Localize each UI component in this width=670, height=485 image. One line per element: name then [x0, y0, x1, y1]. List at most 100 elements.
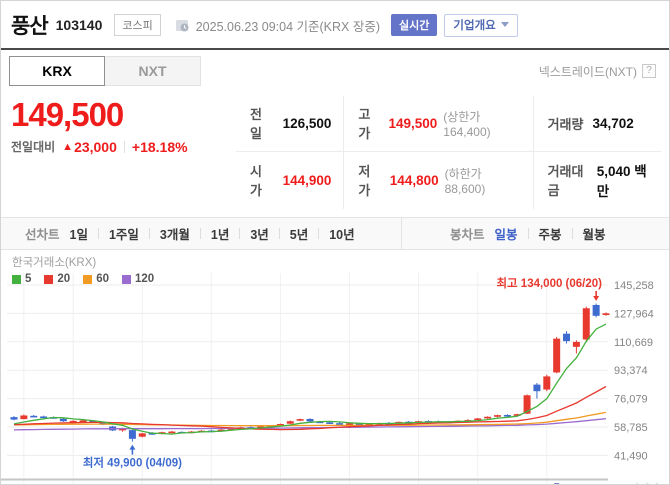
candle: [296, 419, 304, 421]
low-arrowhead-icon: [129, 444, 136, 450]
y-axis-label: 58,785: [614, 422, 648, 434]
candle: [493, 415, 501, 417]
trade-value: 5,040 백만: [596, 164, 647, 199]
low-value: 144,800: [389, 172, 439, 188]
change-value: ▲ 23,000: [62, 139, 117, 155]
candle: [59, 418, 67, 422]
prev-close-value: 126,500: [282, 115, 332, 131]
chevron-down-icon: [500, 22, 509, 27]
divider: [239, 228, 241, 239]
company-overview-button[interactable]: 기업개요: [444, 13, 518, 37]
period-1y[interactable]: 1년: [210, 228, 230, 242]
tab-nxt[interactable]: NXT: [105, 56, 201, 86]
y-axis-label: 76,079: [614, 394, 648, 406]
candle: [365, 423, 373, 426]
ma120-line: [13, 418, 607, 431]
candle: [306, 418, 314, 422]
period-5y[interactable]: 5년: [289, 228, 309, 242]
divider: [527, 228, 529, 239]
candle: [336, 423, 344, 425]
help-icon[interactable]: ?: [642, 64, 656, 78]
candle: [286, 421, 294, 424]
high-value: 149,500: [388, 115, 438, 131]
period-3m[interactable]: 3개월: [159, 228, 190, 242]
low-label: 저가: [358, 164, 371, 198]
clock-icon: [175, 18, 189, 32]
trade-value-cell: 거래대금 5,040 백만: [532, 151, 661, 209]
change-percent: +18.18%: [131, 138, 188, 155]
prev-close-cell: 전일 126,500: [236, 96, 343, 151]
period-10y[interactable]: 10년: [329, 228, 355, 242]
change-amount: 23,000: [74, 138, 117, 155]
candle: [523, 395, 531, 414]
company-overview-label: 기업개요: [453, 19, 496, 32]
ma5-label: 5: [25, 273, 32, 285]
candle: [592, 304, 600, 316]
prev-close-label: 전일: [250, 107, 262, 141]
candle: [128, 430, 136, 439]
low-annotation: 최저 49,900 (04/09): [83, 456, 182, 470]
candle: [474, 418, 482, 421]
candle: [355, 423, 363, 426]
candle: [148, 433, 156, 435]
period-1d[interactable]: 1일: [69, 228, 88, 242]
ma20-line: [13, 385, 607, 431]
ma120-swatch-icon: [122, 274, 131, 284]
ma20-legend-item: 20: [44, 273, 70, 285]
candle-weekly[interactable]: 주봉: [538, 228, 562, 242]
candle: [572, 341, 580, 347]
current-price: 149,500: [11, 96, 124, 133]
nxt-info: 넥스트레이드(NXT) ?: [539, 63, 659, 80]
quote-timestamp: 2025.06.23 09:04 기준(KRX 장중): [195, 19, 381, 34]
high-label: 고가: [358, 107, 371, 141]
price-chart-svg: 03/2504/0104/1004/2104/3005/1405/2306/02…: [1, 273, 659, 484]
lower-limit: (하한가 88,600): [444, 166, 486, 196]
divider: [97, 228, 99, 239]
candle: [326, 422, 334, 424]
candle-monthly[interactable]: 월봉: [582, 228, 606, 242]
y-axis-label: 41,490: [614, 450, 648, 462]
y-axis-label: 127,964: [614, 308, 654, 320]
candle: [602, 313, 610, 315]
candle-chart-group: 봉차트 일봉 주봉 월봉: [401, 218, 624, 249]
ma-legend: 5 20 60 120: [12, 273, 154, 285]
up-triangle-icon: ▲: [62, 140, 74, 153]
candle: [543, 376, 551, 390]
candle: [119, 428, 127, 431]
divider: [278, 228, 280, 239]
trade-value-label: 거래대금: [547, 164, 584, 198]
nxt-info-label: 넥스트레이드(NXT): [538, 64, 637, 79]
chart-toolbar: 선차트 1일 1주일 3개월 1년 3년 5년 10년 봉차트 일봉 주봉 월봉: [1, 217, 669, 250]
period-1w[interactable]: 1주일: [108, 228, 139, 242]
ma120-legend-item: 120: [122, 273, 154, 285]
stock-code: 103140: [55, 17, 103, 33]
candle: [30, 415, 38, 418]
candle: [316, 421, 324, 424]
y-axis-label: 93,374: [614, 365, 648, 377]
tab-krx[interactable]: KRX: [9, 56, 105, 86]
y-axis-label: 110,669: [614, 337, 653, 349]
candle-daily[interactable]: 일봉: [494, 228, 518, 242]
candle-chart-label: 봉차트: [450, 228, 485, 242]
ma60-legend-item: 60: [83, 273, 109, 285]
candle: [89, 420, 97, 423]
period-3y[interactable]: 3년: [250, 228, 269, 242]
candle: [138, 433, 146, 437]
chart-legend: 한국거래소(KRX) 5 20 60 120: [12, 254, 154, 285]
upper-limit: (상한가 164,400): [443, 109, 491, 139]
candle: [582, 308, 590, 340]
high-cell: 고가 149,500 (상한가 164,400): [343, 96, 532, 151]
candle: [513, 414, 521, 416]
header: 풍산 103140 코스피 2025.06.23 09:04 기준(KRX 장중…: [1, 1, 669, 50]
ma60-swatch-icon: [83, 274, 93, 284]
high-arrowhead-icon: [593, 296, 600, 301]
exchange-tabs: KRX NXT 넥스트레이드(NXT) ?: [1, 50, 669, 86]
divider: [123, 140, 125, 153]
realtime-badge[interactable]: 실시간: [391, 14, 438, 36]
ma5-legend-item: 5: [12, 273, 31, 285]
data-source-label: 한국거래소(KRX): [12, 257, 97, 269]
divider: [318, 228, 320, 239]
open-label: 시가: [250, 164, 262, 198]
candle: [10, 417, 18, 420]
candle: [276, 424, 284, 426]
